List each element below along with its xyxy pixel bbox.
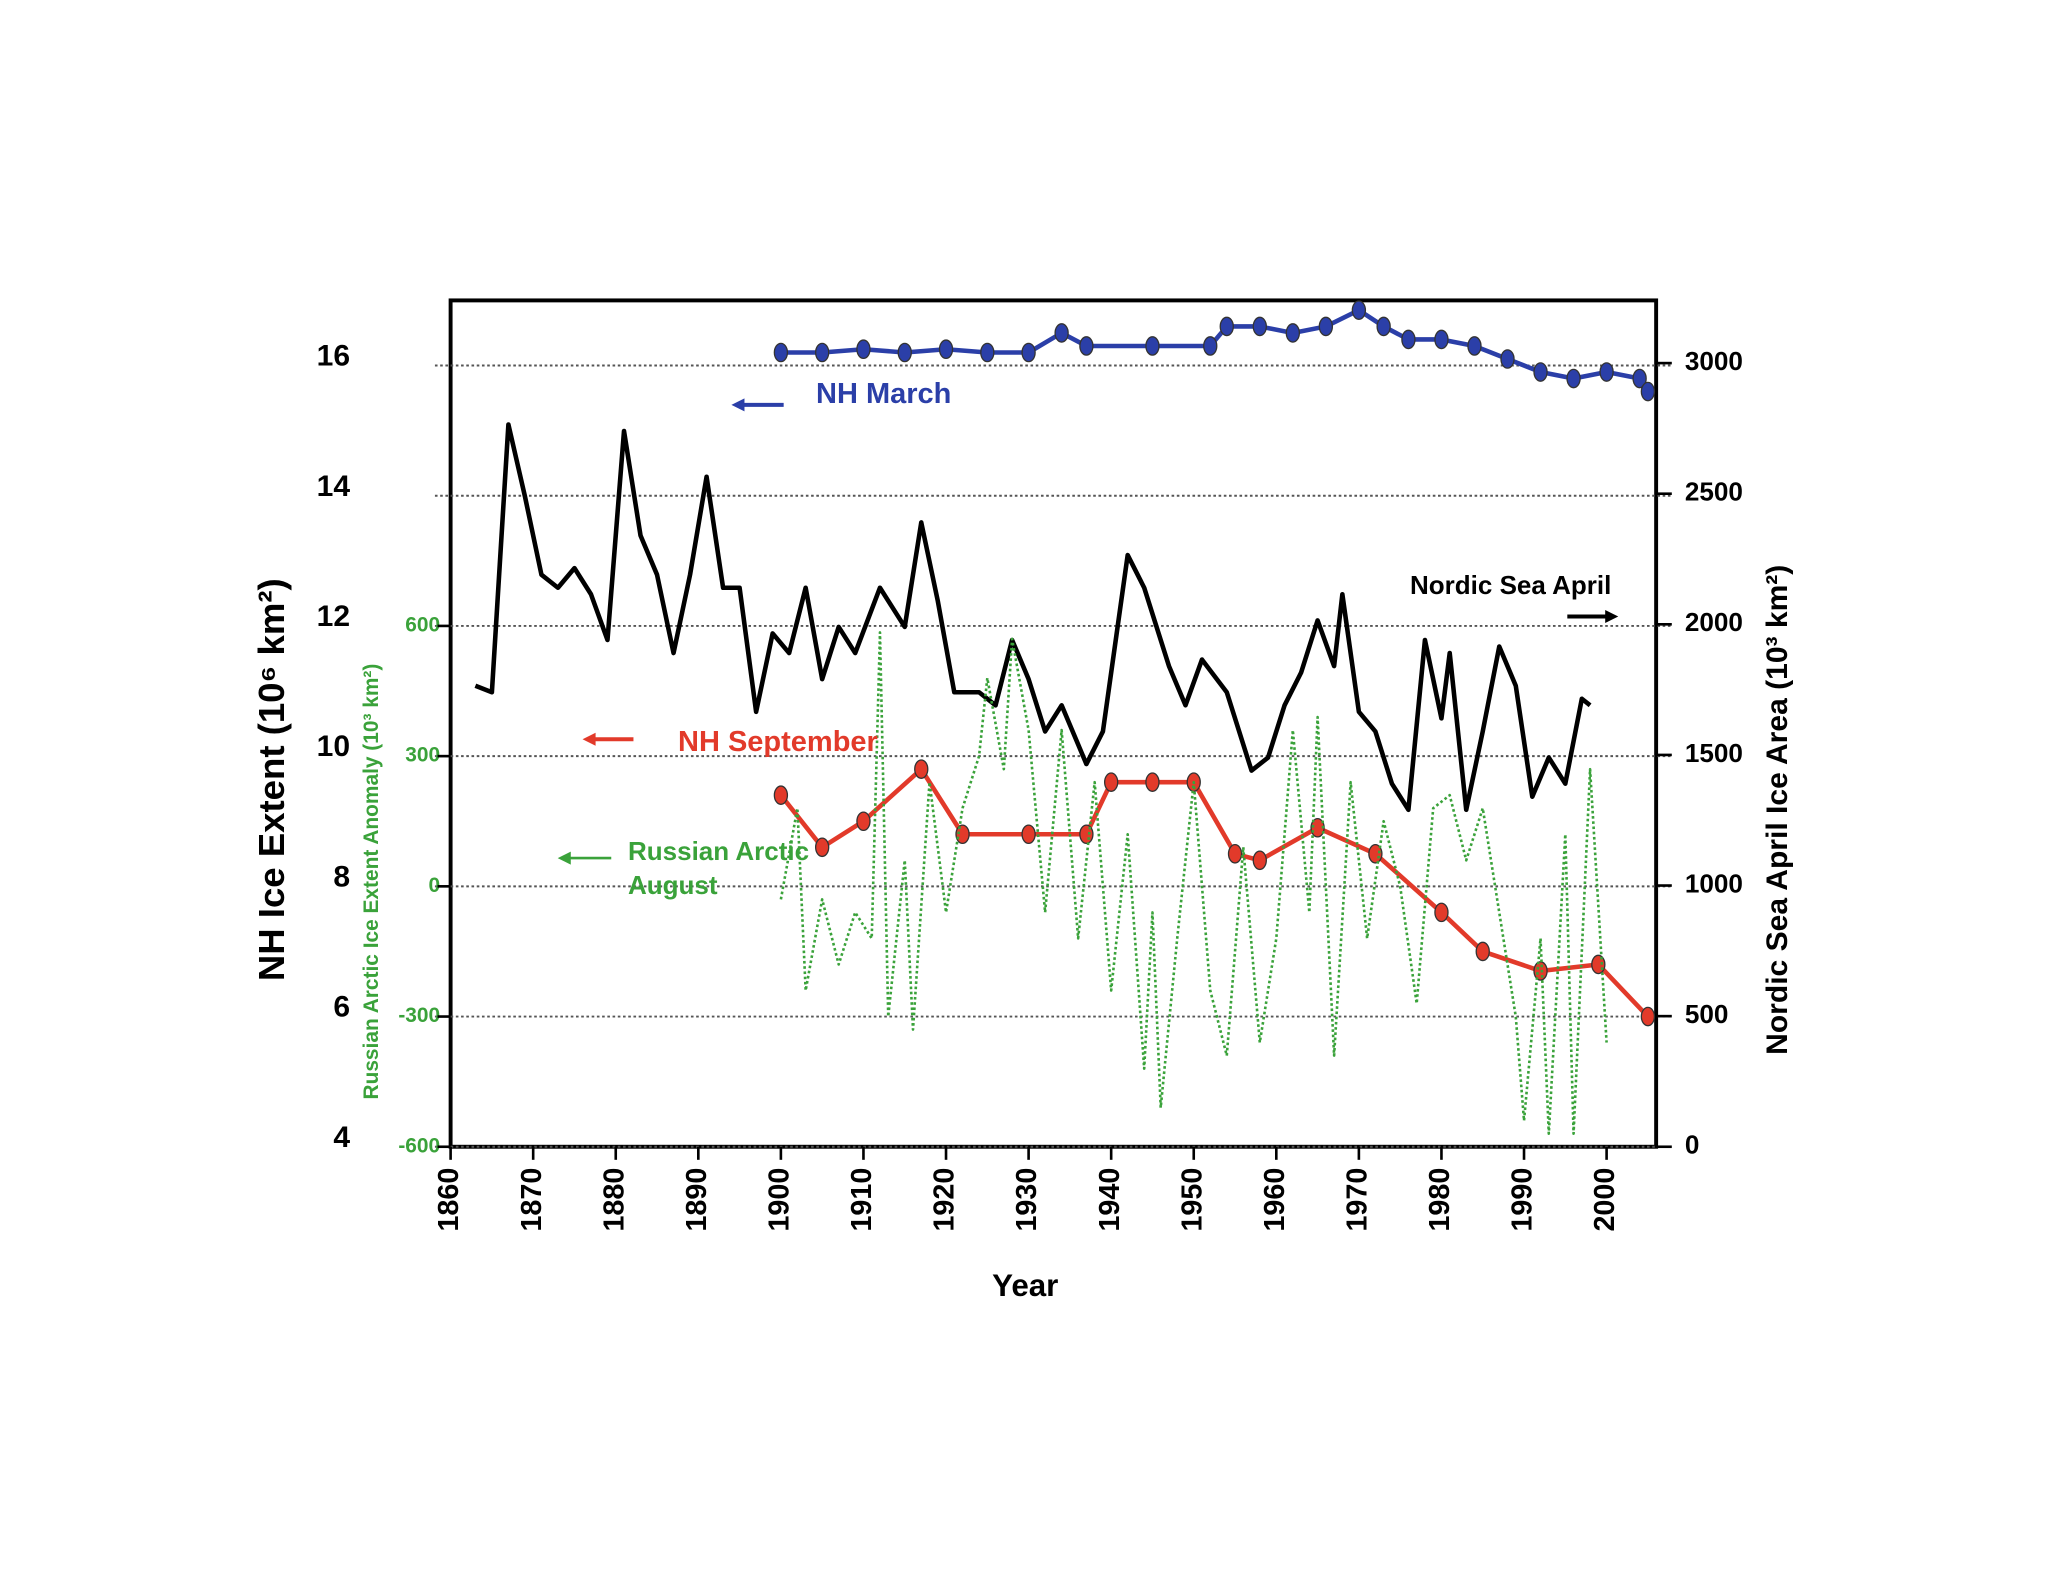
y-tick-label: 16 [317,340,350,373]
marker [856,811,871,832]
y-tick-label: 6 [333,991,350,1024]
series-line [779,766,1650,1019]
x-tick-label: 1950 [1176,1168,1208,1232]
x-tick-label: 1960 [1259,1168,1291,1232]
x-tick-label: 1890 [681,1168,713,1232]
marker [1318,316,1334,337]
marker [1434,329,1449,350]
marker [1467,336,1482,356]
y-tick-label: 4 [333,1121,350,1154]
marker [938,339,954,360]
arrows [557,398,1619,865]
marker [1145,772,1160,792]
marker [814,837,830,858]
marker [1252,316,1267,337]
y-tick-label: 10 [317,730,350,763]
y2-tick-label: 500 [1685,999,1729,1029]
series-label: NH March [816,378,952,410]
y3-axis-title: Russian Arctic Ice Extent Anomaly (10³ k… [360,664,383,1100]
plot-frame [448,298,1659,1149]
marker [1640,381,1656,402]
x-tick-label: 1980 [1424,1168,1456,1232]
marker [914,759,929,779]
y3-tick-label: 600 [405,613,440,636]
marker [1632,368,1647,389]
marker [1566,368,1581,389]
marker [1021,824,1036,845]
marker [1054,323,1069,343]
series-label: Russian Arctic August [628,836,810,900]
marker [1401,329,1416,350]
x-tick-label: 1920 [929,1168,961,1232]
x-tick-label: 1990 [1507,1168,1539,1232]
y2-axis-title: Nordic Sea April Ice Area (10³ km²) [1761,565,1794,1055]
series-line [779,631,1608,1136]
marker [773,785,789,805]
marker [1351,300,1367,320]
y3-tick-label: 0 [429,874,441,897]
marker [1219,316,1234,337]
y2-tick-label: 3000 [1685,346,1743,376]
marker [897,342,912,363]
y-axis-title: NH Ice Extent (10⁶ km²) [251,578,292,981]
series-label: NH September [678,726,878,758]
y2-tick-label: 2500 [1685,477,1743,507]
marker [1227,843,1243,864]
y3-tick-label: -600 [398,1134,440,1157]
marker [955,824,970,845]
y3-tick-label: 300 [405,744,440,767]
marker [773,342,789,363]
y-tick-label: 8 [333,860,350,893]
marker [980,342,995,363]
marker [1376,316,1391,337]
x-tick-label: 1910 [846,1168,878,1232]
marker [1640,1006,1656,1027]
marker [1252,850,1267,871]
series-line [474,422,1592,813]
x-tick-label: 1970 [1341,1168,1373,1232]
x-tick-label: 1880 [598,1168,630,1232]
marker [1285,323,1301,343]
y-tick-label: 14 [317,470,351,503]
y2-tick-label: 2000 [1685,607,1743,637]
x-tick-label: 1940 [1094,1168,1126,1232]
x-tick-label: 1930 [1011,1168,1043,1232]
marker [1500,349,1515,369]
marker [1079,336,1094,356]
marker [1434,902,1449,923]
series-label: Nordic Sea April [1410,570,1612,600]
marker [1599,362,1614,382]
marker [1203,336,1218,356]
marker [1103,772,1119,792]
plot-area: Year NH Ice Extent (10⁶ km²) Russian Arc… [251,298,1794,1303]
x-tick-label: 1870 [516,1168,548,1232]
y-tick-label: 12 [317,600,350,633]
marker [856,339,871,360]
marker [1475,941,1490,962]
marker [1145,336,1160,356]
y2-tick-label: 0 [1685,1130,1700,1160]
y3-tick-label: -300 [398,1004,440,1027]
marker [1533,362,1548,382]
marker [814,342,830,363]
y2-tick-label: 1000 [1685,868,1743,898]
x-tick-label: 2000 [1589,1168,1621,1232]
x-tick-label: 1900 [763,1168,795,1232]
x-axis-title: Year [992,1268,1058,1303]
x-tick-label: 1860 [433,1168,465,1232]
y2-tick-label: 1500 [1685,738,1743,768]
marker [1021,342,1036,363]
